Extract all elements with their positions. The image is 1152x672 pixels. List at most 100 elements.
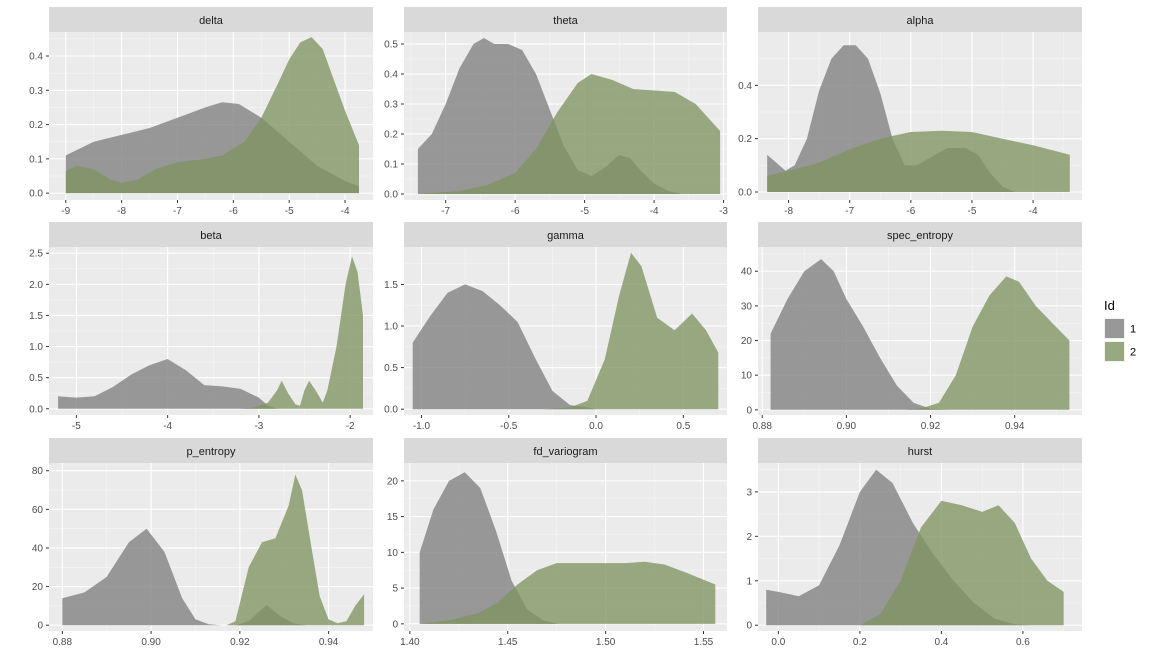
x-tick-label: -3 xyxy=(719,206,728,217)
facet-strip xyxy=(404,222,727,247)
x-tick-label: -0.5 xyxy=(500,421,518,432)
y-tick-label: 0.2 xyxy=(384,130,398,141)
y-tick-label: 2.5 xyxy=(29,249,43,260)
x-tick-label: -4 xyxy=(650,206,659,217)
density-area-id-2 xyxy=(417,74,721,194)
y-tick-label: 0 xyxy=(392,619,398,630)
facet-panel-beta: beta -5 -4 -3 -2 0.0 0.5 1.0 1.5 2.0 2.5 xyxy=(29,222,373,432)
density-area-id-1 xyxy=(417,38,682,194)
y-tick-label: 0.3 xyxy=(384,100,398,111)
y-tick-label: 0.5 xyxy=(384,363,398,374)
y-tick-label: 0.4 xyxy=(384,70,398,81)
facet-title: hurst xyxy=(908,446,932,458)
y-tick-label: 0.1 xyxy=(384,160,398,171)
density-area-id-1 xyxy=(412,284,719,410)
facet-title: delta xyxy=(199,15,224,27)
density-area-id-2 xyxy=(65,37,360,194)
x-tick-label: 0.88 xyxy=(752,421,772,432)
x-tick-label: 0.90 xyxy=(837,421,857,432)
x-tick-label: 0.88 xyxy=(53,637,73,648)
legend-swatch-2 xyxy=(1105,342,1124,361)
y-tick-label: 0.2 xyxy=(29,120,43,131)
facet-strip xyxy=(404,7,727,32)
x-tick-label: -5 xyxy=(580,206,589,217)
density-area-id-2 xyxy=(767,130,1070,192)
facet-panel-alpha: alpha -8 -7 -6 -5 -4 0.0 0.2 0.4 xyxy=(738,7,1082,217)
density-area-id-1 xyxy=(62,528,365,626)
y-tick-label: 0.0 xyxy=(384,190,398,201)
y-tick-label: 20 xyxy=(387,476,399,487)
density-area-id-1 xyxy=(58,359,364,409)
y-tick-label: 0 xyxy=(746,621,752,632)
y-tick-label: 0.5 xyxy=(384,40,398,51)
facet-title: p_entropy xyxy=(187,446,236,458)
legend-label-2: 2 xyxy=(1130,347,1136,359)
y-tick-label: 0.1 xyxy=(29,154,43,165)
x-tick-label: 0.5 xyxy=(676,421,690,432)
density-area-id-2 xyxy=(770,276,1070,410)
y-tick-label: 40 xyxy=(741,267,753,278)
x-tick-label: -7 xyxy=(845,206,854,217)
y-tick-label: 15 xyxy=(387,512,399,523)
y-tick-label: 0.0 xyxy=(29,189,43,200)
x-tick-label: 0.90 xyxy=(141,637,161,648)
y-tick-label: 20 xyxy=(741,336,753,347)
x-tick-label: 0.4 xyxy=(934,637,948,648)
y-tick-label: 2 xyxy=(746,532,752,543)
y-tick-label: 1.5 xyxy=(29,311,43,322)
x-tick-label: -4 xyxy=(163,421,172,432)
x-tick-label: -9 xyxy=(61,206,70,217)
x-tick-label: -2 xyxy=(346,421,355,432)
x-tick-label: 0.0 xyxy=(771,637,785,648)
x-tick-label: 0.2 xyxy=(853,637,867,648)
y-tick-label: 1.0 xyxy=(29,342,43,353)
x-tick-label: 0.0 xyxy=(589,421,603,432)
y-tick-label: 0.4 xyxy=(29,52,43,63)
facet-title: beta xyxy=(200,230,222,242)
x-tick-label: -6 xyxy=(906,206,915,217)
x-tick-label: -7 xyxy=(173,206,182,217)
y-tick-label: 0.4 xyxy=(738,81,752,92)
facet-strip xyxy=(404,438,727,463)
facet-title: spec_entropy xyxy=(887,230,954,242)
legend: Id 1 2 xyxy=(1104,298,1136,362)
y-tick-label: 5 xyxy=(392,584,398,595)
density-area-id-2 xyxy=(766,500,1064,626)
x-tick-label: 0.92 xyxy=(230,637,250,648)
density-area-id-1 xyxy=(419,472,716,624)
facet-title: fd_variogram xyxy=(533,446,597,458)
facet-strip xyxy=(758,7,1082,32)
facet-strip xyxy=(49,7,373,32)
facet-panel-theta: theta -7 -6 -5 -4 -3 0.0 0.1 0.2 0.3 0.4 0.5 xyxy=(384,7,728,217)
y-tick-label: 0.5 xyxy=(29,373,43,384)
facet-strip xyxy=(758,438,1082,463)
density-area-id-2 xyxy=(412,252,719,410)
facet-panel-fd_variogram: fd_variogram 1.40 1.45 1.50 1.55 0 5 10 15 20 xyxy=(387,438,727,648)
y-tick-label: 10 xyxy=(387,548,399,559)
facet-strip xyxy=(49,438,373,463)
x-tick-label: 1.40 xyxy=(400,637,420,648)
y-tick-label: 10 xyxy=(741,371,753,382)
facet-panel-hurst: hurst 0.0 0.2 0.4 0.6 0 1 2 3 xyxy=(746,438,1082,648)
density-area-id-2 xyxy=(419,561,716,624)
facet-panel-p_entropy: p_entropy 0.88 0.90 0.92 0.94 0 20 40 60 80 xyxy=(32,438,373,648)
density-area-id-2 xyxy=(58,256,363,409)
facet-title: theta xyxy=(553,15,578,27)
x-tick-label: 0.94 xyxy=(1005,421,1025,432)
x-tick-label: 1.55 xyxy=(694,637,714,648)
facet-strip xyxy=(49,222,373,247)
y-tick-label: 0.0 xyxy=(384,405,398,416)
x-tick-label: -3 xyxy=(254,421,263,432)
x-tick-label: 1.50 xyxy=(596,637,616,648)
y-tick-label: 0.0 xyxy=(738,188,752,199)
x-tick-label: 1.45 xyxy=(498,637,518,648)
x-tick-label: -5 xyxy=(285,206,294,217)
y-tick-label: 0.2 xyxy=(738,134,752,145)
legend-title: Id xyxy=(1104,298,1115,313)
y-tick-label: 0 xyxy=(37,621,43,632)
x-tick-label: -5 xyxy=(72,421,81,432)
y-tick-label: 2.0 xyxy=(29,280,43,291)
facet-title: gamma xyxy=(547,230,585,242)
x-tick-label: -7 xyxy=(441,206,450,217)
y-tick-label: 1 xyxy=(746,576,752,587)
